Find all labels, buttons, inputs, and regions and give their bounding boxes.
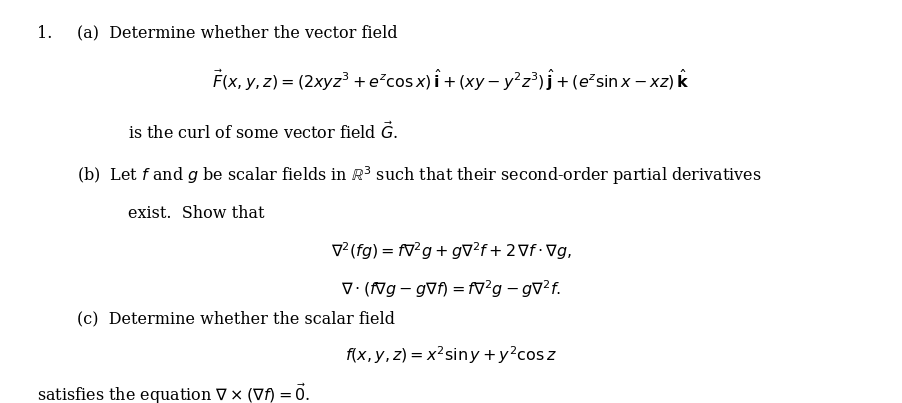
Text: $\vec{F}(x, y, z) = (2xyz^3 + e^z \cos x)\,\hat{\mathbf{i}} + (xy - y^2z^3)\,\ha: $\vec{F}(x, y, z) = (2xyz^3 + e^z \cos x…: [212, 68, 690, 93]
Text: 1.: 1.: [37, 25, 52, 42]
Text: satisfies the equation $\nabla \times (\nabla f) = \vec{0}$.: satisfies the equation $\nabla \times (\…: [37, 382, 310, 403]
Text: (c)  Determine whether the scalar field: (c) Determine whether the scalar field: [77, 310, 395, 328]
Text: (a)  Determine whether the vector field: (a) Determine whether the vector field: [77, 25, 398, 42]
Text: $f(x, y, z) = x^2 \sin y + y^2 \cos z$: $f(x, y, z) = x^2 \sin y + y^2 \cos z$: [345, 345, 557, 366]
Text: is the curl of some vector field $\vec{G}$.: is the curl of some vector field $\vec{G…: [128, 121, 399, 143]
Text: $\nabla^2(fg) = f\nabla^2 g + g\nabla^2 f + 2\,\nabla f \cdot \nabla g,$: $\nabla^2(fg) = f\nabla^2 g + g\nabla^2 …: [330, 241, 572, 262]
Text: $\nabla \cdot (f\nabla g - g\nabla f) = f\nabla^2 g - g\nabla^2 f.$: $\nabla \cdot (f\nabla g - g\nabla f) = …: [341, 278, 561, 300]
Text: (b)  Let $f$ and $g$ be scalar fields in $\mathbb{R}^3$ such that their second-o: (b) Let $f$ and $g$ be scalar fields in …: [77, 164, 761, 187]
Text: exist.  Show that: exist. Show that: [128, 205, 264, 222]
